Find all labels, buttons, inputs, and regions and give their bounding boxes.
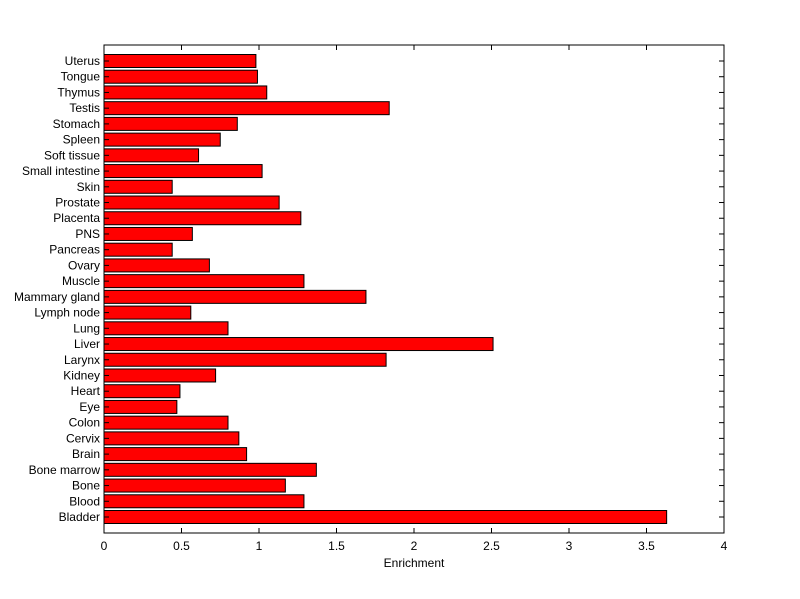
bar-mammary-gland (103, 289, 367, 304)
category-label-pns: PNS (75, 227, 100, 241)
ticks-group: 0 0.5 1 1.5 2 2.5 3 3.5 4 (101, 45, 728, 553)
bar-thymus (103, 85, 268, 100)
bar-colon (103, 415, 229, 430)
bar-blood (103, 494, 305, 509)
category-label-stomach: Stomach (53, 117, 100, 131)
category-label-heart: Heart (71, 384, 101, 398)
category-label-bone-marrow: Bone marrow (29, 463, 101, 477)
category-label-small-intestine: Small intestine (22, 164, 100, 178)
bar-bladder (103, 510, 668, 524)
x-tick-label: 3 (566, 539, 573, 553)
category-label-liver: Liver (74, 337, 100, 351)
bar-heart (103, 384, 181, 399)
category-label-lymph-node: Lymph node (34, 306, 100, 320)
category-label-testis: Testis (69, 101, 100, 115)
bar-ovary (103, 258, 210, 273)
bar-small-intestine (103, 164, 263, 179)
bar-bone (103, 478, 286, 493)
bar-placenta (103, 211, 302, 226)
category-label-colon: Colon (69, 416, 100, 430)
bar-skin (103, 179, 173, 194)
category-label-eye: Eye (79, 400, 100, 414)
category-label-ovary: Ovary (68, 258, 100, 272)
bar-muscle (103, 274, 305, 289)
category-label-muscle: Muscle (62, 274, 100, 288)
bar-stomach (103, 116, 238, 131)
x-tick-label: 2 (411, 539, 418, 553)
category-label-thymus: Thymus (57, 85, 100, 99)
bar-larynx (103, 352, 387, 367)
bar-brain (103, 447, 248, 462)
category-label-spleen: Spleen (63, 133, 100, 147)
bar-kidney (103, 368, 217, 383)
bar-soft-tissue (103, 148, 200, 163)
x-tick-label: 0.5 (173, 539, 190, 553)
category-label-soft-tissue: Soft tissue (44, 148, 100, 162)
bar-uterus (103, 54, 257, 68)
plot-area-frame (103, 44, 725, 534)
bar-pns (103, 226, 193, 241)
bar-cervix (103, 431, 240, 446)
category-label-blood: Blood (69, 494, 100, 508)
category-label-mammary-gland: Mammary gland (14, 290, 100, 304)
x-tick-label: 0 (101, 539, 108, 553)
bar-prostate (103, 195, 280, 210)
x-tick-label: 3.5 (638, 539, 655, 553)
category-label-brain: Brain (72, 447, 100, 461)
category-label-bladder: Bladder (59, 510, 100, 524)
category-label-larynx: Larynx (64, 353, 100, 367)
category-label-uterus: Uterus (65, 54, 100, 68)
bar-liver (103, 337, 494, 352)
bar-spleen (103, 132, 221, 147)
category-label-tongue: Tongue (61, 70, 101, 84)
bar-testis (103, 101, 390, 116)
category-label-placenta: Placenta (53, 211, 100, 225)
x-axis-label: Enrichment (384, 556, 445, 570)
bar-bone-marrow (103, 462, 317, 477)
category-label-bone: Bone (72, 479, 100, 493)
category-label-skin: Skin (77, 180, 100, 194)
category-label-prostate: Prostate (55, 196, 100, 210)
bars-group (103, 54, 668, 524)
category-label-lung: Lung (73, 321, 100, 335)
x-tick-label: 1 (256, 539, 263, 553)
category-label-cervix: Cervix (66, 431, 100, 445)
bar-lung (103, 321, 229, 336)
x-tick-label: 2.5 (483, 539, 500, 553)
category-label-kidney: Kidney (63, 368, 100, 382)
bar-pancreas (103, 242, 173, 257)
bar-eye (103, 399, 178, 414)
bar-tongue (103, 69, 258, 84)
bar-lymph-node (103, 305, 192, 320)
x-tick-label: 4 (721, 539, 728, 553)
x-tick-label: 1.5 (328, 539, 345, 553)
category-label-pancreas: Pancreas (49, 243, 100, 257)
